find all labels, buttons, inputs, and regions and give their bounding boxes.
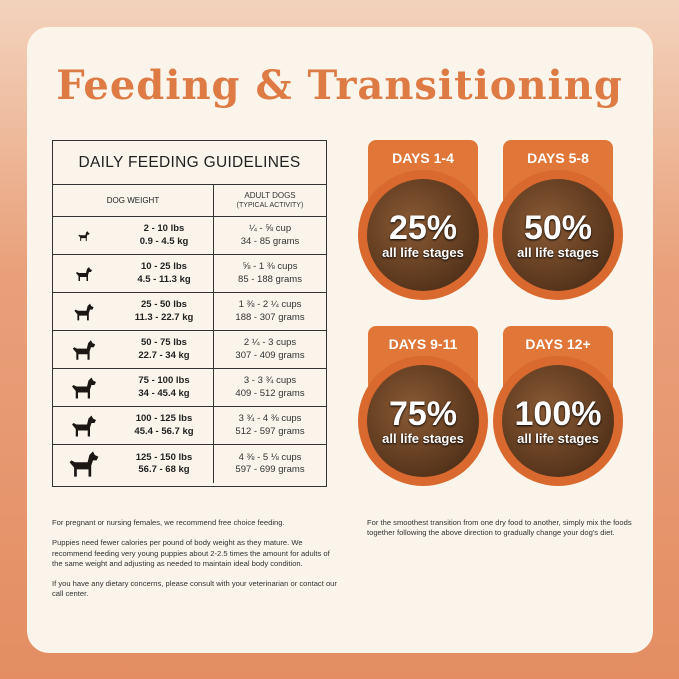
newfoundland-icon [53, 446, 115, 482]
weight-lbs: 100 - 125 lbs [135, 413, 193, 424]
transition-stage: DAYS 5-8 50% all life stages [493, 140, 623, 300]
amount-grams: 85 - 188 grams [238, 273, 302, 285]
chihuahua-icon [53, 229, 115, 243]
table-row: 25 - 50 lbs 11.3 - 22.7 kg 1 ⅜ - 2 ¼ cups… [53, 293, 326, 331]
weight-lbs: 125 - 150 lbs [135, 451, 193, 463]
amount-grams: 188 - 307 grams [235, 311, 305, 323]
col-adult-dogs-sub: (TYPICAL ACTIVITY) [236, 201, 304, 209]
amount-grams: 597 - 699 grams [235, 464, 305, 475]
food-bowl: 25% all life stages [358, 170, 488, 300]
stage-percent: 50% [523, 208, 593, 247]
husky-icon [53, 300, 115, 324]
table-row: 10 - 25 lbs 4.5 - 11.3 kg ⅝ - 1 ⅜ cups 85 … [53, 255, 326, 293]
notes-left: For pregnant or nursing females, we reco… [52, 518, 342, 610]
food-bowl: 50% all life stages [493, 170, 623, 300]
transition-stage: DAYS 1-4 25% all life stages [358, 140, 488, 300]
weight-lbs: 50 - 75 lbs [141, 337, 187, 348]
weight-kg: 22.7 - 34 kg [138, 349, 190, 361]
great-dane-icon [53, 373, 115, 403]
weight-kg: 11.3 - 22.7 kg [134, 311, 194, 323]
stage-sub: all life stages [382, 244, 464, 260]
table-header: DOG WEIGHT ADULT DOGS (TYPICAL ACTIVITY) [53, 185, 326, 217]
stage-sub: all life stages [517, 430, 599, 446]
col-dog-weight: DOG WEIGHT [53, 185, 214, 216]
table-title: DAILY FEEDING GUIDELINES [53, 141, 326, 185]
amount-grams: 307 - 409 grams [235, 349, 305, 361]
col-adult-dogs: ADULT DOGS (TYPICAL ACTIVITY) [214, 185, 326, 216]
weight-kg: 56.7 - 68 kg [138, 464, 190, 475]
table-row: 125 - 150 lbs 56.7 - 68 kg 4 ⅜ - 5 ⅛ cups… [53, 445, 326, 483]
amount-grams: 512 - 597 grams [235, 425, 305, 437]
weight-lbs: 2 - 10 lbs [143, 223, 185, 234]
stage-percent: 100% [514, 394, 602, 433]
table-row: 2 - 10 lbs 0.9 - 4.5 kg ¼ - ⅝ cup 34 - 85 … [53, 217, 326, 255]
weight-kg: 4.5 - 11.3 kg [137, 273, 191, 285]
table-row: 75 - 100 lbs 34 - 45.4 kg 3 - 3 ¾ cups 409… [53, 369, 326, 407]
table-row: 50 - 75 lbs 22.7 - 34 kg 2 ¼ - 3 cups 307 … [53, 331, 326, 369]
amount-cups: 3 - 3 ¾ cups [243, 375, 297, 386]
weight-lbs: 10 - 25 lbs [141, 261, 187, 272]
note-concerns: If you have any dietary concerns, please… [52, 579, 337, 599]
amount-grams: 34 - 85 grams [240, 235, 300, 247]
weight-kg: 0.9 - 4.5 kg [139, 235, 189, 247]
amount-cups: 3 ¾ - 4 ⅜ cups [238, 413, 302, 424]
stage-sub: all life stages [382, 430, 464, 446]
shepherd-icon [53, 336, 115, 364]
amount-grams: 409 - 512 grams [235, 387, 305, 399]
stage-percent: 25% [388, 208, 458, 247]
note-transition: For the smoothest transition from one dr… [367, 518, 632, 538]
weight-lbs: 75 - 100 lbs [138, 375, 190, 386]
note-puppies: Puppies need fewer calories per pound of… [52, 538, 330, 568]
labrador-icon [53, 411, 115, 441]
weight-kg: 34 - 45.4 kg [138, 387, 190, 399]
amount-cups: ¼ - ⅝ cup [248, 223, 292, 234]
feeding-table: DAILY FEEDING GUIDELINES DOG WEIGHT ADUL… [52, 140, 327, 487]
stage-sub: all life stages [517, 244, 599, 260]
col-adult-dogs-label: ADULT DOGS [244, 190, 296, 200]
amount-cups: ⅝ - 1 ⅜ cups [242, 261, 298, 272]
stage-percent: 75% [388, 394, 458, 433]
weight-lbs: 25 - 50 lbs [141, 299, 187, 310]
page-title: Feeding & Transitioning [56, 62, 623, 109]
table-row: 100 - 125 lbs 45.4 - 56.7 kg 3 ¾ - 4 ⅜ cu… [53, 407, 326, 445]
amount-cups: 2 ¼ - 3 cups [243, 337, 297, 348]
amount-cups: 4 ⅜ - 5 ⅛ cups [238, 451, 302, 463]
transition-stage: DAYS 12+ 100% all life stages [493, 326, 623, 486]
food-bowl: 100% all life stages [493, 356, 623, 486]
note-pregnant: For pregnant or nursing females, we reco… [52, 518, 285, 527]
french-bulldog-icon [53, 264, 115, 284]
amount-cups: 1 ⅜ - 2 ¼ cups [238, 299, 302, 310]
weight-kg: 45.4 - 56.7 kg [134, 425, 194, 437]
transition-stage: DAYS 9-11 75% all life stages [358, 326, 488, 486]
food-bowl: 75% all life stages [358, 356, 488, 486]
